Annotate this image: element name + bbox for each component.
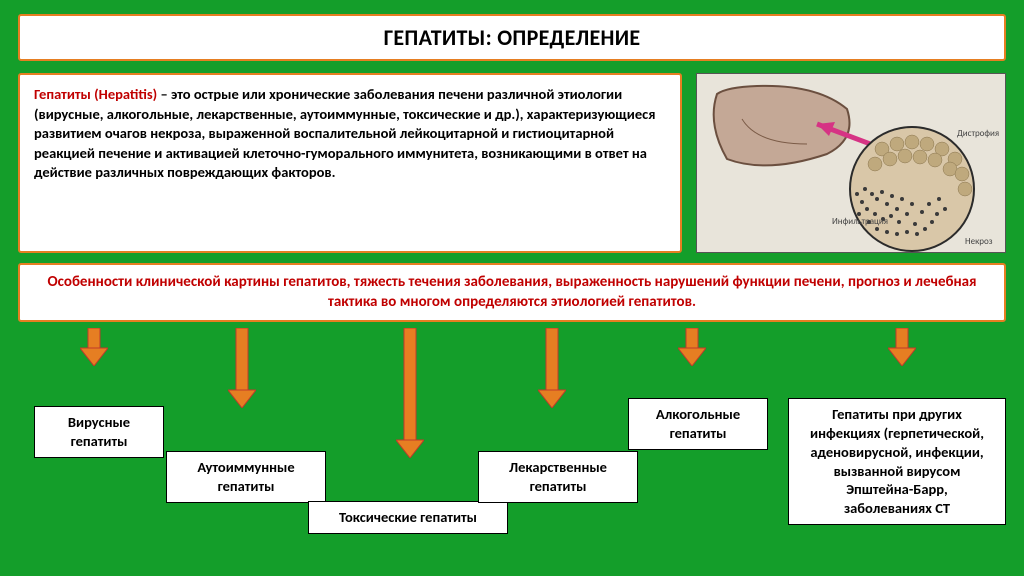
- label-necrosis: Некроз: [965, 236, 993, 247]
- label-dystrophy: Дистрофия: [957, 128, 999, 139]
- arrow-down: [888, 328, 916, 366]
- label-infiltration: Инфильтрация: [832, 216, 888, 227]
- definition-text: Гепатиты (Hepatitis) – это острые или хр…: [34, 85, 666, 183]
- categories-area: Вирусные гепатитыАутоиммунные гепатитыТо…: [18, 366, 1006, 576]
- category-box: Гепатиты при других инфекциях (герпетиче…: [788, 398, 1006, 525]
- category-box: Алкогольные гепатиты: [628, 398, 768, 450]
- definition-box: Гепатиты (Hepatitis) – это острые или хр…: [18, 73, 682, 253]
- features-text: Особенности клинической картины гепатито…: [36, 273, 988, 312]
- page-title: ГЕПАТИТЫ: ОПРЕДЕЛЕНИЕ: [20, 24, 1004, 51]
- category-box: Аутоиммунные гепатиты: [166, 451, 326, 503]
- arrow-down: [678, 328, 706, 366]
- features-box: Особенности клинической картины гепатито…: [18, 263, 1006, 322]
- arrows-row: [18, 328, 1006, 366]
- category-box: Токсические гепатиты: [308, 501, 508, 534]
- category-box: Вирусные гепатиты: [34, 406, 164, 458]
- title-bar: ГЕПАТИТЫ: ОПРЕДЕЛЕНИЕ: [18, 14, 1006, 61]
- liver-illustration: Дистрофия Инфильтрация Некроз: [696, 73, 1006, 253]
- liver-svg: Дистрофия Инфильтрация Некроз: [697, 74, 1006, 253]
- definition-term: Гепатиты (Hepatitis): [34, 85, 157, 103]
- arrow-down: [80, 328, 108, 366]
- category-box: Лекарственные гепатиты: [478, 451, 638, 503]
- definition-row: Гепатиты (Hepatitis) – это острые или хр…: [18, 73, 1006, 253]
